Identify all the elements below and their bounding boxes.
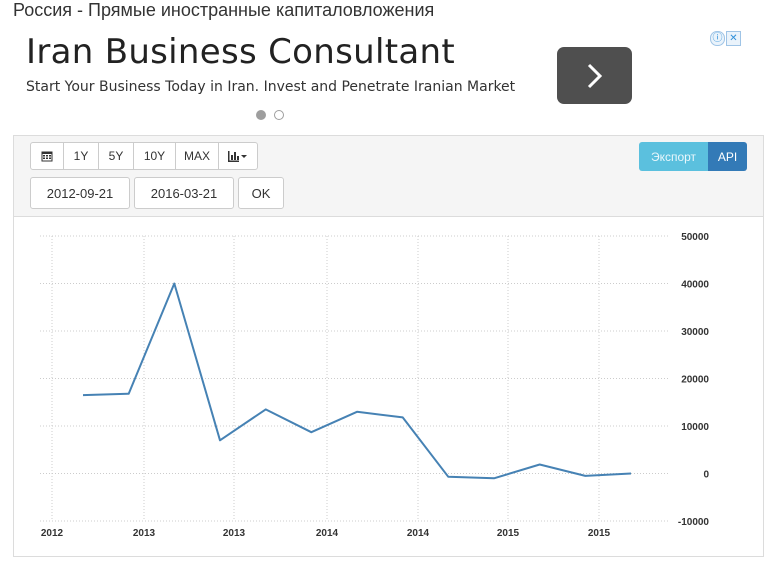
data-point bbox=[445, 474, 451, 480]
data-point bbox=[628, 471, 634, 477]
chart-type-dropdown[interactable] bbox=[218, 142, 258, 170]
data-point bbox=[582, 473, 588, 479]
data-point bbox=[126, 391, 132, 397]
y-tick-label: 20000 bbox=[681, 375, 709, 386]
x-tick-label: 2012 bbox=[41, 528, 64, 539]
x-tick-label: 2014 bbox=[407, 528, 430, 539]
ad-next-button[interactable] bbox=[557, 47, 632, 104]
ad-pagination bbox=[256, 107, 292, 125]
range-10y-button[interactable]: 10Y bbox=[133, 142, 176, 170]
start-date-input[interactable]: 2012-09-21 bbox=[30, 177, 130, 209]
data-point bbox=[80, 392, 86, 398]
y-tick-label: 30000 bbox=[681, 327, 709, 338]
ad-dot-1[interactable] bbox=[256, 110, 266, 120]
ad-title[interactable]: Iran Business Consultant bbox=[26, 32, 455, 72]
calendar-icon bbox=[41, 151, 53, 162]
data-point bbox=[171, 281, 177, 287]
x-tick-label: 2015 bbox=[588, 528, 611, 539]
info-icon[interactable]: ⓘ bbox=[710, 31, 725, 46]
chart-panel: 1Y 5Y 10Y MAX 2012-09-21 2016-03-21 OK Э… bbox=[13, 135, 764, 557]
end-date-input[interactable]: 2016-03-21 bbox=[134, 177, 234, 209]
data-point bbox=[217, 437, 223, 443]
data-point bbox=[491, 475, 497, 481]
bar-chart-icon bbox=[228, 151, 247, 162]
x-tick-label: 2013 bbox=[133, 528, 156, 539]
x-tick-label: 2013 bbox=[223, 528, 246, 539]
data-point bbox=[354, 409, 360, 415]
ok-button[interactable]: OK bbox=[238, 177, 284, 209]
x-tick-label: 2015 bbox=[497, 528, 520, 539]
y-tick-label: 0 bbox=[703, 470, 709, 481]
line-chart: 50000 40000 30000 20000 10000 0 -10000 2012 2013… bbox=[40, 232, 710, 539]
chevron-right-icon bbox=[587, 63, 603, 89]
api-button[interactable]: API bbox=[708, 142, 747, 171]
ad-choices[interactable]: ⓘ ✕ bbox=[710, 31, 741, 46]
series-line bbox=[82, 282, 632, 480]
range-5y-button[interactable]: 5Y bbox=[98, 142, 134, 170]
y-tick-label: -10000 bbox=[678, 517, 710, 528]
range-max-button[interactable]: MAX bbox=[175, 142, 219, 170]
calendar-button[interactable] bbox=[30, 142, 64, 170]
x-tick-label: 2014 bbox=[316, 528, 339, 539]
y-tick-label: 10000 bbox=[681, 422, 709, 433]
ad-banner[interactable]: Iran Business Consultant Start Your Busi… bbox=[0, 28, 767, 128]
page-title: Россия - Прямые иностранные капиталовлож… bbox=[13, 0, 435, 20]
ad-dot-2[interactable] bbox=[274, 110, 284, 120]
range-button-group: 1Y 5Y 10Y MAX bbox=[30, 142, 258, 170]
data-point bbox=[400, 414, 406, 420]
data-point bbox=[537, 461, 543, 467]
export-button-group: Экспорт API bbox=[639, 142, 747, 171]
y-tick-label: 40000 bbox=[681, 280, 709, 291]
ad-subtitle[interactable]: Start Your Business Today in Iran. Inves… bbox=[26, 79, 516, 95]
data-point bbox=[308, 429, 314, 435]
data-point bbox=[263, 406, 269, 412]
close-icon[interactable]: ✕ bbox=[726, 31, 741, 46]
chart-toolbar: 1Y 5Y 10Y MAX 2012-09-21 2016-03-21 OK Э… bbox=[14, 136, 763, 217]
y-tick-label: 50000 bbox=[681, 232, 709, 243]
export-button[interactable]: Экспорт bbox=[639, 142, 708, 171]
